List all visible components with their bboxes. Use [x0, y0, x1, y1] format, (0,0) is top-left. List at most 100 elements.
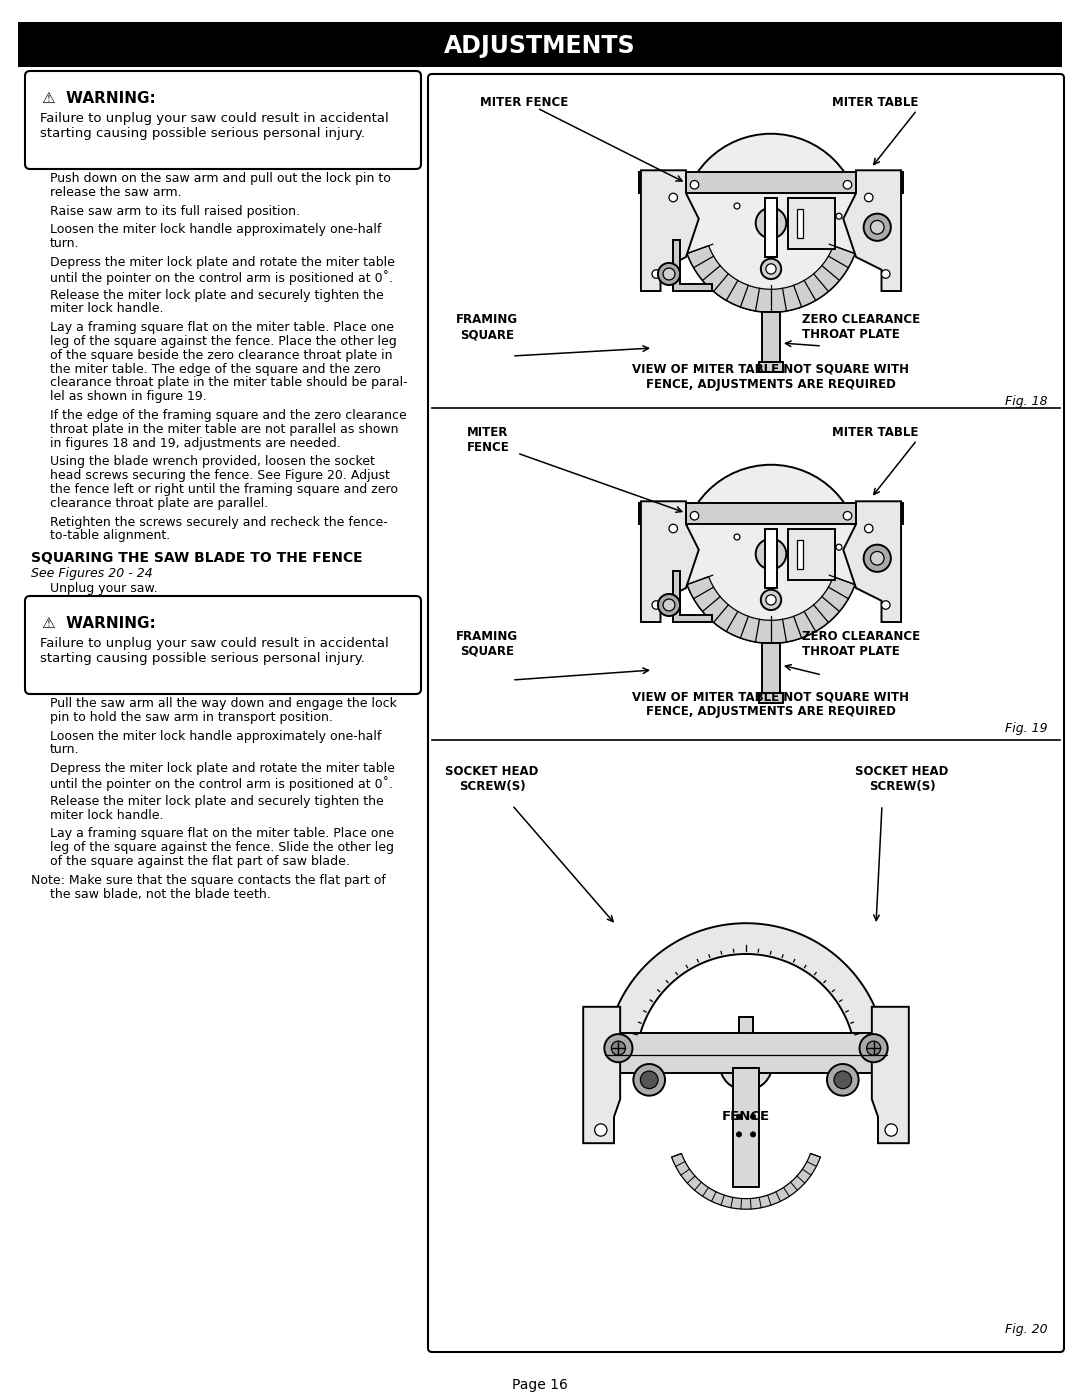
Text: MITER TABLE: MITER TABLE — [832, 96, 918, 109]
Text: until the pointer on the control arm is positioned at 0˚.: until the pointer on the control arm is … — [50, 270, 393, 285]
Polygon shape — [640, 502, 699, 622]
Text: MITER FENCE: MITER FENCE — [480, 96, 568, 109]
Text: Unplug your saw.: Unplug your saw. — [50, 583, 158, 595]
Circle shape — [734, 203, 740, 210]
Circle shape — [756, 208, 786, 239]
Text: Loosen the miter lock handle approximately one-half: Loosen the miter lock handle approximate… — [50, 224, 381, 236]
Text: Lay a framing square flat on the miter table. Place one: Lay a framing square flat on the miter t… — [50, 827, 394, 841]
Circle shape — [885, 1123, 897, 1136]
Text: ⚠  WARNING:: ⚠ WARNING: — [42, 91, 156, 106]
Circle shape — [866, 1041, 880, 1055]
Circle shape — [669, 524, 677, 532]
Text: ZERO CLEARANCE
THROAT PLATE: ZERO CLEARANCE THROAT PLATE — [802, 630, 920, 658]
Circle shape — [658, 594, 680, 616]
FancyBboxPatch shape — [25, 597, 421, 694]
Text: miter lock handle.: miter lock handle. — [50, 809, 163, 821]
Text: miter lock handle.: miter lock handle. — [50, 302, 163, 316]
Text: VIEW OF MITER TABLE NOT SQUARE WITH
FENCE, ADJUSTMENTS ARE REQUIRED: VIEW OF MITER TABLE NOT SQUARE WITH FENC… — [633, 690, 909, 718]
Bar — [765, 528, 777, 588]
Text: VIEW OF MITER TABLE NOT SQUARE WITH
FENCE, ADJUSTMENTS ARE REQUIRED: VIEW OF MITER TABLE NOT SQUARE WITH FENC… — [633, 363, 909, 391]
Text: throat plate in the miter table are not parallel as shown: throat plate in the miter table are not … — [50, 423, 399, 436]
Bar — [759, 693, 783, 703]
Circle shape — [836, 214, 842, 219]
Text: Page 16: Page 16 — [512, 1377, 568, 1391]
Text: Push down on the saw arm and pull out the lock pin to: Push down on the saw arm and pull out th… — [50, 172, 391, 184]
Text: Lay a framing square flat on the miter table. Place one: Lay a framing square flat on the miter t… — [50, 321, 394, 334]
Circle shape — [640, 1071, 658, 1088]
Text: SQUARING THE SAW BLADE TO THE FENCE: SQUARING THE SAW BLADE TO THE FENCE — [31, 552, 363, 566]
Text: lel as shown in figure 19.: lel as shown in figure 19. — [50, 390, 206, 404]
Bar — [605, 1034, 887, 1073]
Bar — [761, 643, 781, 694]
Bar — [788, 528, 835, 580]
Circle shape — [669, 193, 677, 201]
Circle shape — [864, 193, 873, 201]
Circle shape — [834, 1071, 852, 1088]
Text: Release the miter lock plate and securely tighten the: Release the miter lock plate and securel… — [50, 795, 383, 807]
Circle shape — [756, 539, 786, 570]
Polygon shape — [843, 502, 901, 622]
Polygon shape — [872, 1007, 908, 1143]
Text: head screws securing the fence. See Figure 20. Adjust: head screws securing the fence. See Figu… — [50, 469, 390, 482]
Circle shape — [595, 1123, 607, 1136]
Circle shape — [760, 258, 781, 279]
Circle shape — [605, 1034, 633, 1062]
Circle shape — [681, 134, 861, 313]
Text: If the edge of the framing square and the zero clearance: If the edge of the framing square and th… — [50, 409, 407, 422]
Bar — [639, 172, 903, 193]
Circle shape — [652, 601, 661, 609]
Circle shape — [860, 1034, 888, 1062]
Text: clearance throat plate in the miter table should be paral-: clearance throat plate in the miter tabl… — [50, 376, 407, 390]
Text: Fig. 18: Fig. 18 — [1005, 395, 1048, 408]
Bar — [765, 197, 777, 257]
Text: of the square beside the zero clearance throat plate in: of the square beside the zero clearance … — [50, 349, 392, 362]
Bar — [797, 208, 804, 239]
Bar — [797, 539, 804, 570]
Text: Raise saw arm to its full raised position.: Raise saw arm to its full raised positio… — [50, 204, 300, 218]
Circle shape — [737, 1132, 742, 1137]
Circle shape — [611, 1041, 625, 1055]
Circle shape — [766, 595, 777, 605]
Text: leg of the square against the fence. Slide the other leg: leg of the square against the fence. Sli… — [50, 841, 394, 854]
Text: Failure to unplug your saw could result in accidental
starting causing possible : Failure to unplug your saw could result … — [40, 637, 389, 665]
Text: turn.: turn. — [50, 743, 80, 756]
Text: Depress the miter lock plate and rotate the miter table: Depress the miter lock plate and rotate … — [50, 256, 395, 270]
Text: of the square against the flat part of saw blade.: of the square against the flat part of s… — [50, 855, 350, 868]
Polygon shape — [673, 571, 712, 622]
Circle shape — [766, 264, 777, 274]
Text: Loosen the miter lock handle approximately one-half: Loosen the miter lock handle approximate… — [50, 729, 381, 743]
Polygon shape — [583, 1007, 620, 1143]
Circle shape — [836, 545, 842, 550]
Bar — [761, 313, 781, 363]
Polygon shape — [687, 577, 855, 643]
Text: See Figures 20 - 24: See Figures 20 - 24 — [31, 567, 152, 580]
Text: SOCKET HEAD
SCREW(S): SOCKET HEAD SCREW(S) — [445, 766, 539, 793]
Bar — [759, 362, 783, 372]
Circle shape — [734, 534, 740, 541]
Polygon shape — [672, 1154, 821, 1210]
Text: Pull the saw arm all the way down and engage the lock: Pull the saw arm all the way down and en… — [50, 697, 396, 710]
Text: MITER TABLE: MITER TABLE — [832, 426, 918, 439]
Text: Fig. 20: Fig. 20 — [1005, 1323, 1048, 1336]
Polygon shape — [673, 240, 712, 291]
FancyBboxPatch shape — [25, 71, 421, 169]
Polygon shape — [843, 170, 901, 291]
Text: SOCKET HEAD
SCREW(S): SOCKET HEAD SCREW(S) — [855, 766, 948, 793]
Circle shape — [843, 180, 852, 189]
Bar — [18, 22, 1062, 67]
Text: the miter table. The edge of the square and the zero: the miter table. The edge of the square … — [50, 363, 381, 376]
Text: release the saw arm.: release the saw arm. — [50, 186, 181, 198]
Circle shape — [864, 545, 891, 571]
Circle shape — [663, 268, 675, 279]
Circle shape — [881, 601, 890, 609]
Circle shape — [802, 534, 808, 541]
Text: leg of the square against the fence. Place the other leg: leg of the square against the fence. Pla… — [50, 335, 396, 348]
Text: until the pointer on the control arm is positioned at 0˚.: until the pointer on the control arm is … — [50, 775, 393, 791]
Circle shape — [652, 270, 661, 278]
Text: Depress the miter lock plate and rotate the miter table: Depress the miter lock plate and rotate … — [50, 763, 395, 775]
Text: FRAMING
SQUARE: FRAMING SQUARE — [456, 630, 518, 658]
Circle shape — [663, 599, 675, 610]
Circle shape — [843, 511, 852, 520]
Circle shape — [658, 263, 680, 285]
Text: FENCE: FENCE — [721, 1111, 770, 1123]
